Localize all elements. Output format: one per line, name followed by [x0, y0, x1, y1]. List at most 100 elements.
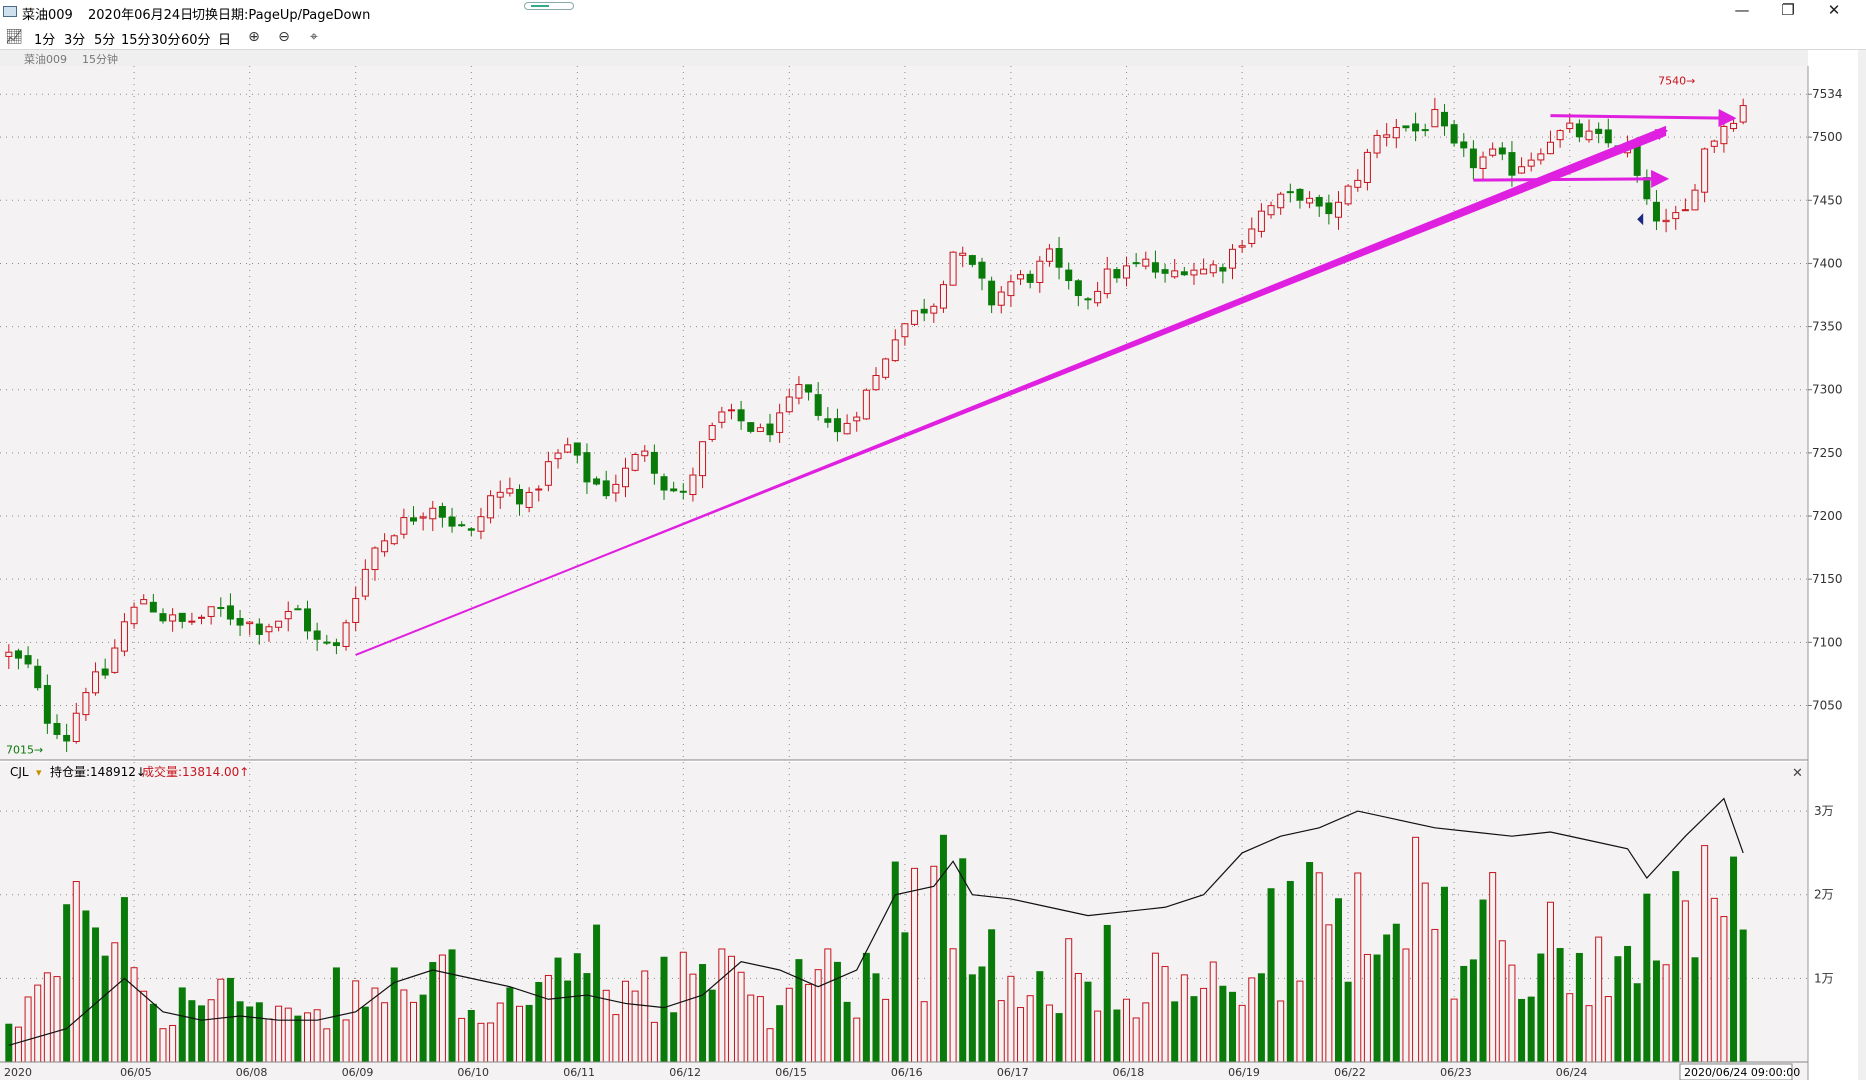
volume-bar	[178, 987, 186, 1063]
volume-bar	[554, 957, 562, 1063]
minimize-icon[interactable]: —	[1734, 1, 1750, 19]
volume-bar	[1180, 974, 1188, 1063]
kline-chart[interactable]: 7540→7015→ 70507100715072007250730073507…	[0, 66, 1858, 1080]
candle-body	[1681, 209, 1689, 212]
period-1min[interactable]: 1分	[34, 33, 56, 48]
candle-body	[294, 608, 302, 611]
candle-body	[400, 517, 408, 535]
candle-body	[756, 427, 764, 432]
volume-bar	[1546, 901, 1554, 1063]
volume-bar	[1161, 966, 1169, 1063]
volume-bar	[92, 927, 100, 1063]
candle-body	[410, 517, 418, 522]
period-60min[interactable]: 60分	[181, 33, 211, 48]
candle-body	[1546, 141, 1554, 155]
candle-body	[1344, 185, 1352, 205]
period-5min[interactable]: 5分	[94, 33, 116, 48]
volume-bar	[1498, 940, 1506, 1063]
volume-bar	[1074, 973, 1082, 1063]
candle-body	[612, 483, 620, 494]
candle-body	[1277, 193, 1285, 209]
line-chart-icon[interactable]: 📈︎	[5, 29, 23, 45]
volume-bar	[1257, 973, 1265, 1063]
volume-bar	[564, 980, 572, 1063]
volume-bar	[612, 1014, 620, 1063]
volume-bar	[1402, 948, 1410, 1063]
volume-bar	[1084, 981, 1092, 1063]
volume-bar	[978, 966, 986, 1063]
volume-bar	[747, 994, 755, 1063]
volume-bar	[1123, 998, 1131, 1063]
volume-bar	[1142, 1002, 1150, 1063]
candle-body	[313, 630, 321, 640]
right-scroll-strip[interactable]	[1858, 50, 1866, 1080]
volume-bar	[1440, 886, 1448, 1063]
candle-body	[1730, 122, 1738, 130]
period-day[interactable]: 日	[218, 33, 232, 48]
period-30min[interactable]: 30分	[151, 33, 181, 48]
candle-body	[939, 284, 947, 309]
indicator-dropdown-icon[interactable]: ▾	[36, 766, 42, 779]
volume-bar	[795, 959, 803, 1063]
volume-bar	[1681, 900, 1689, 1063]
volume-bar	[255, 1002, 263, 1063]
volume-bar	[959, 858, 967, 1063]
candle-body	[217, 606, 225, 609]
volume-bar	[679, 951, 687, 1063]
volume-bar	[246, 1006, 254, 1063]
date-switch-hint: 切换日期:PageUp/PageDown	[192, 8, 371, 23]
price-candles: 7540→ 7015→	[5, 75, 1747, 757]
candle-body	[246, 621, 254, 625]
candle-body	[82, 692, 90, 716]
volume-grid	[0, 810, 1808, 979]
candle-body	[304, 608, 312, 632]
volume-bar	[872, 973, 880, 1063]
zoom-out-icon[interactable]: ⊖	[278, 29, 290, 45]
volume-bar	[911, 867, 919, 1063]
candle-body	[342, 622, 350, 647]
candle-body	[24, 655, 32, 665]
candle-body	[689, 474, 697, 496]
volume-bar	[1604, 996, 1612, 1063]
max-price-label: 7540→	[1658, 75, 1695, 88]
candle-body	[949, 251, 957, 286]
scale-icon[interactable]: ⌖	[310, 29, 318, 45]
close-icon[interactable]: ✕	[1827, 1, 1841, 19]
volume-bar	[515, 1005, 523, 1063]
candle-body	[1701, 148, 1709, 193]
volume-bar	[1055, 1013, 1063, 1063]
candle-body	[679, 490, 687, 493]
volume-bar	[641, 970, 649, 1063]
candle-body	[1460, 141, 1468, 149]
volume-bar	[756, 996, 764, 1063]
volume-bar	[1229, 991, 1237, 1063]
x-tick-label: 06/12	[669, 1066, 701, 1079]
restore-icon[interactable]: ❐	[1781, 1, 1795, 19]
candle-body	[255, 623, 263, 635]
chart-caption: 菜油009 15分钟	[0, 50, 1808, 66]
close-panel-icon[interactable]: ✕	[1792, 766, 1803, 781]
volume-bar	[1286, 880, 1294, 1063]
volume-bar	[1662, 964, 1670, 1063]
volume-bar	[1007, 975, 1015, 1063]
period-15min[interactable]: 15分	[121, 33, 151, 48]
candle-body	[573, 442, 581, 456]
candle-body	[795, 384, 803, 399]
candle-body	[593, 478, 601, 485]
volume-bar	[525, 1004, 533, 1063]
candle-body	[1739, 105, 1747, 123]
candle-body	[1363, 151, 1371, 183]
x-tick-label: 06/22	[1334, 1066, 1366, 1079]
candle-body	[1566, 122, 1574, 130]
volume-bar	[82, 910, 90, 1063]
y-tick-label: 7534	[1812, 87, 1843, 101]
scroll-indicator[interactable]	[524, 2, 574, 10]
period-3min[interactable]: 3分	[64, 33, 86, 48]
volume-bar	[1469, 959, 1477, 1063]
zoom-in-icon[interactable]: ⊕	[248, 29, 260, 45]
volume-bar	[1720, 916, 1728, 1063]
candle-body	[1151, 262, 1159, 273]
caption-period: 15分钟	[82, 53, 118, 66]
volume-bars	[5, 797, 1747, 1063]
x-tick-label: 06/15	[775, 1066, 807, 1079]
